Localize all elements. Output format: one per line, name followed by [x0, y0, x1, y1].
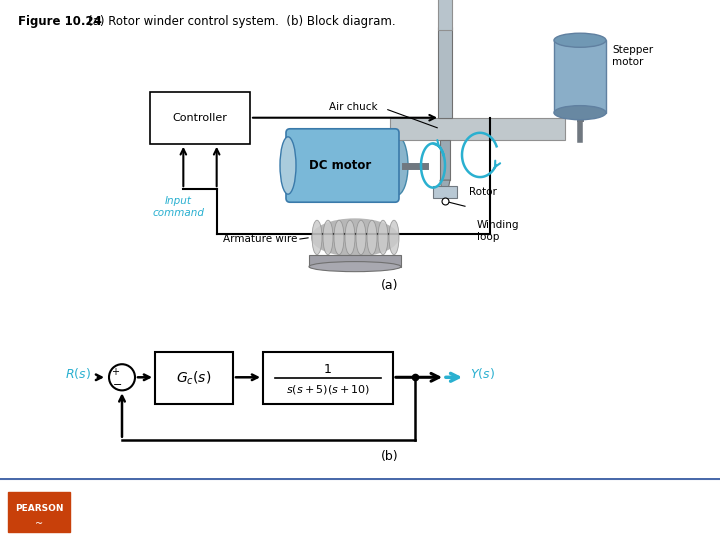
Text: Input
command: Input command — [153, 196, 204, 218]
Bar — [438, 27, 452, 118]
Ellipse shape — [334, 220, 344, 255]
Ellipse shape — [378, 220, 388, 255]
Text: Figure 10.24: Figure 10.24 — [18, 15, 102, 28]
Text: PEARSON: PEARSON — [14, 504, 63, 514]
Text: Copyright ©2008 by Pearson Education, Inc.: Copyright ©2008 by Pearson Education, In… — [513, 489, 714, 498]
Bar — [390, 118, 565, 140]
Text: Richard C. Dorf and Robert H. Bishop: Richard C. Dorf and Robert H. Bishop — [82, 507, 263, 517]
Text: Stepper
motor: Stepper motor — [612, 45, 653, 67]
Circle shape — [109, 364, 135, 390]
Text: $R(s)$: $R(s)$ — [65, 366, 91, 381]
Text: Controller: Controller — [173, 113, 228, 123]
Text: $Y(s)$: $Y(s)$ — [470, 366, 495, 381]
Text: ~: ~ — [35, 519, 43, 529]
Ellipse shape — [389, 220, 399, 255]
Text: Armature wire: Armature wire — [222, 234, 297, 245]
Text: Rotor: Rotor — [469, 187, 497, 197]
Bar — [155, 352, 233, 404]
Polygon shape — [440, 180, 450, 195]
Ellipse shape — [345, 220, 355, 255]
Text: 1: 1 — [324, 363, 332, 376]
Text: Air chuck: Air chuck — [329, 102, 378, 112]
Text: −: − — [113, 380, 122, 390]
Bar — [150, 92, 250, 144]
Text: Modern Control Systems, Eleventh Edition: Modern Control Systems, Eleventh Edition — [82, 489, 288, 499]
Bar — [263, 352, 393, 404]
Ellipse shape — [309, 261, 401, 272]
Ellipse shape — [554, 106, 606, 120]
Text: (a) Rotor winder control system.  (b) Block diagram.: (a) Rotor winder control system. (b) Blo… — [88, 15, 395, 28]
Ellipse shape — [311, 218, 399, 256]
Text: $G_c(s)$: $G_c(s)$ — [176, 369, 212, 387]
Ellipse shape — [386, 136, 408, 195]
Ellipse shape — [554, 33, 606, 48]
Text: All rights reserved.: All rights reserved. — [628, 519, 714, 529]
Text: Upper Saddle River, New Jersey 07458: Upper Saddle River, New Jersey 07458 — [539, 504, 714, 514]
Bar — [554, 40, 606, 113]
Bar — [433, 186, 457, 198]
Bar — [309, 254, 401, 267]
Text: +: + — [111, 367, 119, 377]
FancyBboxPatch shape — [286, 129, 399, 202]
Ellipse shape — [356, 220, 366, 255]
Text: DC motor: DC motor — [310, 159, 372, 172]
Ellipse shape — [367, 220, 377, 255]
Bar — [8, 492, 70, 532]
Bar — [438, 0, 452, 30]
Ellipse shape — [280, 137, 296, 194]
Text: (a): (a) — [382, 279, 399, 292]
Text: Winding
loop: Winding loop — [477, 220, 520, 242]
Bar — [440, 140, 450, 180]
Ellipse shape — [312, 220, 322, 255]
Ellipse shape — [323, 220, 333, 255]
Text: $s(s+5)(s+10)$: $s(s+5)(s+10)$ — [286, 383, 370, 396]
Text: (b): (b) — [381, 450, 399, 463]
